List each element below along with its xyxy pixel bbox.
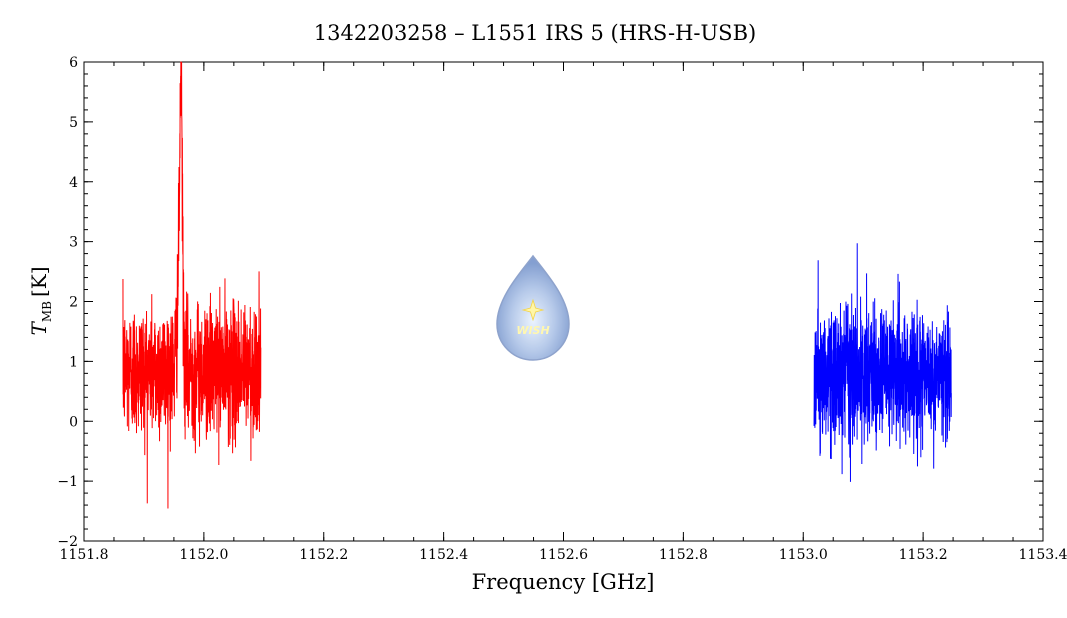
- y-tick-label: 0: [69, 414, 78, 430]
- y-axis-label: TMB [K]: [27, 267, 54, 336]
- y-tick-label: 5: [69, 115, 78, 131]
- y-axis-label-unit: [K]: [27, 267, 51, 298]
- x-tick-label: 1152.0: [179, 547, 228, 563]
- x-tick-label: 1152.4: [419, 547, 468, 563]
- y-tick-label: 6: [69, 55, 78, 71]
- y-tick-label: 1: [69, 354, 78, 370]
- y-tick-label: −2: [57, 534, 78, 550]
- x-tick-label: 1153.4: [1019, 547, 1067, 563]
- y-tick-label: 2: [69, 295, 78, 311]
- svg-text:TMB[K]: TMB [K]: [27, 267, 54, 336]
- series-line-2: [813, 243, 952, 482]
- x-tick-label: 1152.2: [299, 547, 348, 563]
- x-axis-label: Frequency [GHz]: [472, 570, 655, 594]
- y-tick-label: −1: [57, 474, 78, 490]
- spectrum-series: [122, 61, 952, 509]
- y-tick-label: 3: [69, 235, 78, 251]
- x-tick-label: 1151.8: [60, 547, 109, 563]
- chart-title: 1342203258 – L1551 IRS 5 (HRS-H-USB): [314, 21, 756, 45]
- x-tick-label: 1152.8: [659, 547, 708, 563]
- x-tick-label: 1153.2: [899, 547, 948, 563]
- x-tick-label: 1153.0: [779, 547, 828, 563]
- series-line-1: [122, 61, 262, 509]
- star-icon: [521, 298, 545, 322]
- y-axis-label-main: T: [27, 321, 51, 336]
- axis-ticks: 1151.8 1152.0 1152.2 1152.4 1152.6 1152.8 1153…: [57, 55, 1067, 563]
- logo-text: WISH: [516, 324, 549, 337]
- y-axis-label-sub: MB: [40, 301, 54, 322]
- wish-logo: WISH: [496, 254, 570, 361]
- x-tick-label: 1152.6: [539, 547, 588, 563]
- y-tick-label: 4: [69, 175, 78, 191]
